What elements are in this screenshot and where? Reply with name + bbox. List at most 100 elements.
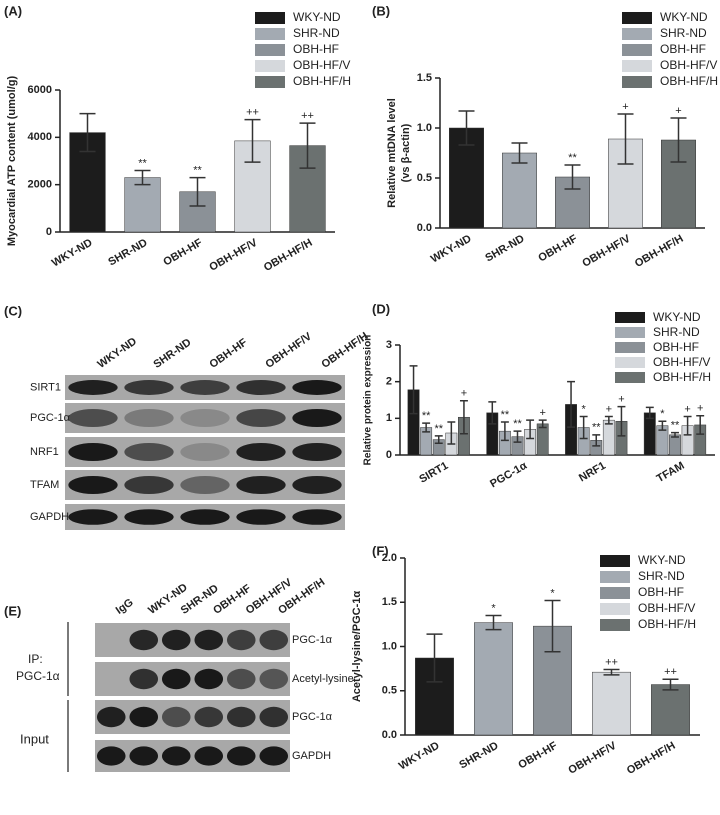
error-bar [458,110,475,146]
legend-label: SHR-ND [653,325,700,339]
row-label: PGC-1α [292,711,333,723]
significance-label: ** [671,420,680,432]
legend-swatch [255,28,285,40]
legend-label: SHR-ND [293,26,340,40]
significance-label: ** [193,164,202,176]
error-bar [79,112,96,153]
error-bar [604,415,613,425]
legend-swatch [255,60,285,72]
blot-band [180,476,230,494]
x-tick-label: OBH-HF/H [625,740,678,777]
blot-band [96,746,126,766]
legend-swatch [600,587,630,599]
error-bar [696,415,705,435]
blot-band [194,668,224,690]
blot-band [236,380,286,395]
blot-band [180,443,230,461]
x-tick-label: OBH-HF [161,237,204,269]
y-tick-label: 0.0 [382,729,397,741]
error-bar [662,678,679,691]
error-bar [500,421,509,442]
bar [643,412,656,456]
blot-band [129,668,159,690]
y-tick-label: 4000 [28,131,52,143]
legend-label: OBH-HF [653,340,699,354]
blot-band [236,509,286,525]
error-bar [488,401,497,425]
blot-band [259,746,289,766]
lane-label: OBH-HF/V [264,330,315,371]
row-label: SIRT1 [30,381,61,393]
lane-label: SHR-ND [152,336,194,370]
x-tick-label: SHR-ND [457,740,500,772]
error-bar [617,113,634,165]
y-tick-label: 1.0 [382,640,397,652]
legend-swatch [600,619,630,631]
blot-band [161,629,191,651]
bar [124,177,161,233]
significance-label: ++ [605,656,618,668]
panel-label: (C) [4,303,22,318]
legend-swatch [622,44,652,56]
error-bar [459,399,468,435]
row-label: PGC-1α [292,634,333,646]
blot-strip [95,740,290,772]
legend-swatch [615,312,645,323]
x-tick-label: SHR-ND [483,233,526,265]
blot-band [68,509,118,525]
blot-band [226,746,256,766]
y-axis-label: Acetyl-lysine/PGC-1α [351,591,363,703]
blot-band [226,706,256,728]
x-tick-label: OBH-HF/V [207,236,260,273]
significance-label: ** [592,422,601,434]
x-tick-label: TFAM [655,460,687,485]
significance-label: ** [138,157,147,169]
blot-band [194,706,224,728]
blot-band [226,668,256,690]
error-bar [526,419,535,440]
legend-swatch [615,372,645,383]
x-tick-label: SHR-ND [106,237,149,269]
error-bar [513,430,522,443]
x-tick-label: OBH-HF [516,740,559,772]
legend-label: OBH-HF/V [293,58,350,72]
legend-swatch [255,12,285,24]
blot-band [292,509,342,525]
legend-swatch [255,76,285,88]
panel-label: (E) [4,603,21,618]
row-label: GAPDH [30,511,69,523]
x-tick-label: SIRT1 [417,460,450,486]
x-tick-label: NRF1 [577,460,608,485]
blot-band [161,668,191,690]
blot-band [180,409,230,427]
lane-label: IgG [114,596,136,616]
blot-band [161,706,191,728]
y-axis-label: (vs β-actin) [400,123,412,182]
error-bar [544,599,561,653]
significance-label: + [684,403,690,415]
blot-band [129,706,159,728]
blot-band [129,629,159,651]
error-bar [592,434,601,447]
error-bar [189,176,206,207]
legend-swatch [615,327,645,338]
bar [602,419,615,456]
blot-band [124,476,174,494]
error-bar [617,405,626,437]
y-tick-label: 2 [386,376,392,388]
x-tick-label: WKY-ND [50,237,95,270]
panel-label: (F) [372,543,389,558]
x-tick-label: PGC-1α [488,460,529,491]
y-axis-label: Relative mtDNA level [386,98,398,208]
significance-label: * [491,602,496,614]
significance-label: + [622,101,628,113]
significance-label: ++ [664,666,677,678]
legend-label: WKY-ND [653,310,701,324]
blot-band [292,380,342,395]
significance-label: * [660,408,665,420]
row-label: NRF1 [30,446,59,458]
legend-swatch [255,44,285,56]
y-tick-label: 2000 [28,179,52,191]
y-tick-label: 2.0 [382,552,397,564]
blot-strip [95,662,290,696]
